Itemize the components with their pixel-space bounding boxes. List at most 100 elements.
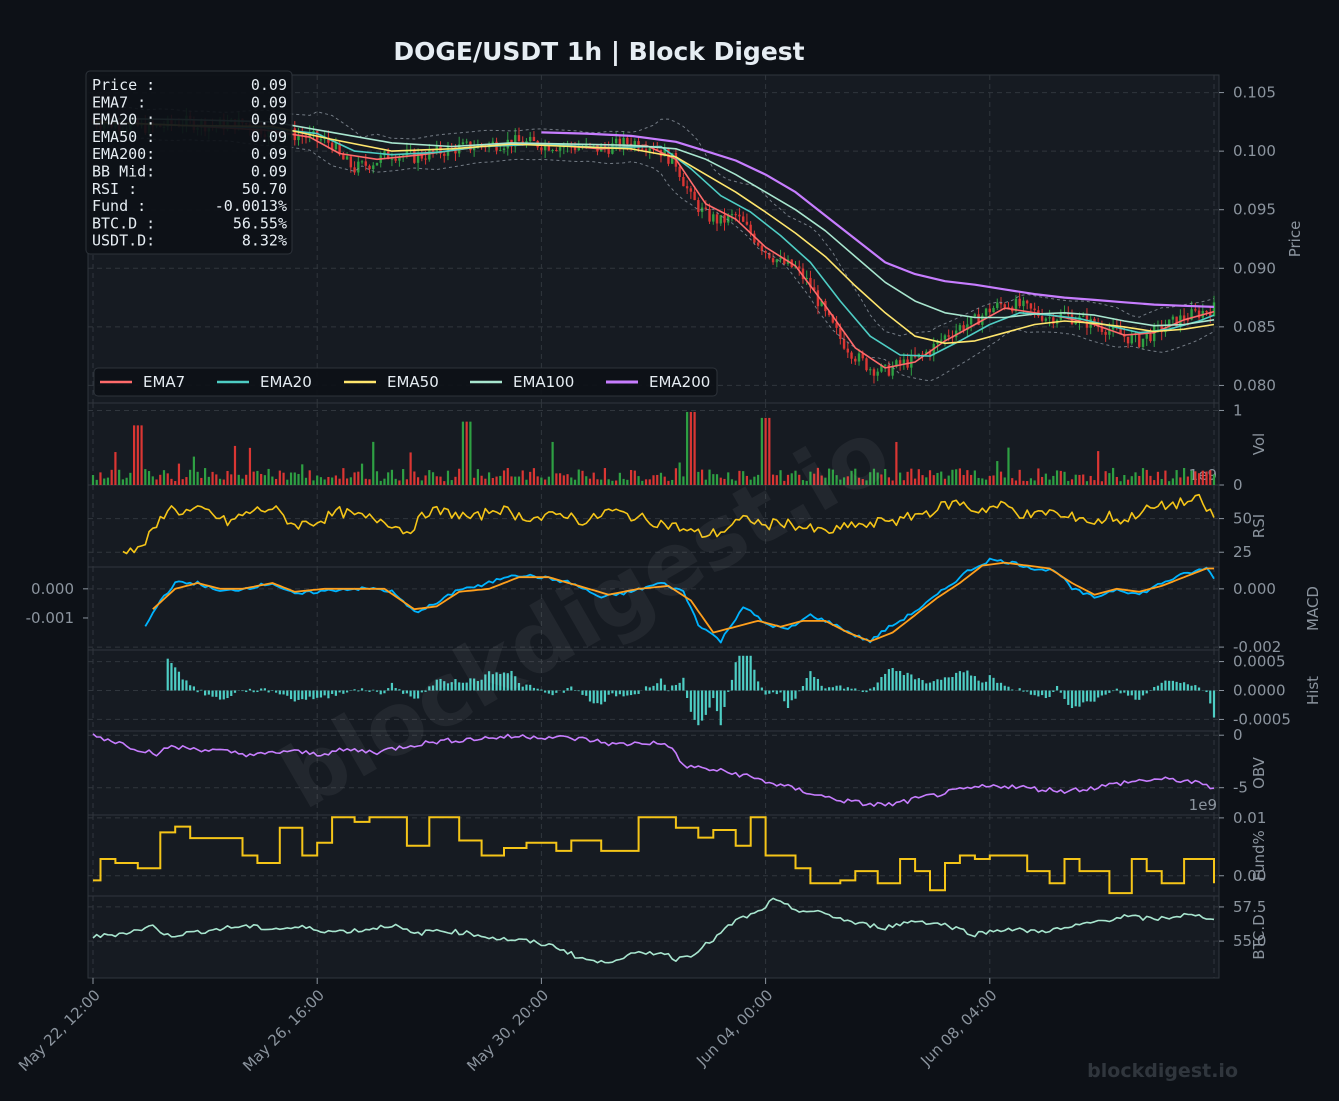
histogram-bar <box>776 691 778 695</box>
histogram-bar <box>701 691 703 721</box>
histogram-bar <box>948 677 950 690</box>
histogram-bar <box>903 675 905 690</box>
price-ytick-3: 0.090 <box>1233 259 1276 277</box>
histogram-bar <box>761 688 763 691</box>
volume-bar <box>645 479 647 485</box>
histogram-bar <box>170 663 172 690</box>
volume-bar <box>1037 468 1039 485</box>
price-ylabel: Price <box>1286 221 1304 258</box>
hist-ytick-1: 0.0000 <box>1233 682 1286 700</box>
histogram-bar <box>1086 691 1088 702</box>
histogram-bar <box>996 683 998 691</box>
obv-ylabel: OBV <box>1250 756 1268 789</box>
volume-bar <box>514 477 516 485</box>
histogram-bar <box>608 691 610 695</box>
volume-bar <box>1187 477 1189 485</box>
histogram-bar <box>1101 691 1103 696</box>
fund-ytick-0: 0.01 <box>1233 809 1266 827</box>
histogram-bar <box>765 691 767 695</box>
candle-body <box>518 135 520 141</box>
volume-bar <box>92 475 94 485</box>
histogram-bar <box>779 691 781 693</box>
volume-bar <box>1164 471 1166 485</box>
volume-bar <box>353 472 355 485</box>
volume-bar <box>906 472 908 485</box>
candle-body <box>335 143 337 149</box>
histogram-bar <box>178 672 180 691</box>
volume-bar <box>268 469 270 485</box>
candle-body <box>391 159 393 160</box>
volume-bar <box>510 476 512 485</box>
info-label: EMA7 : <box>92 93 146 111</box>
candle-body <box>985 309 987 316</box>
xtick-label-0: May 22, 12:00 <box>15 986 104 1075</box>
volume-bar <box>1034 480 1036 485</box>
histogram-bar <box>854 688 856 690</box>
macd-ytick-0: 0.000 <box>1233 580 1276 598</box>
histogram-bar <box>708 691 710 708</box>
volume-bar <box>1075 475 1077 485</box>
volume-bar <box>518 477 520 485</box>
histogram-bar <box>697 691 699 726</box>
candle-body <box>992 308 994 312</box>
volume-bar <box>200 478 202 485</box>
histogram-bar <box>271 691 273 692</box>
candle-body <box>873 369 875 375</box>
candle-body <box>413 150 415 163</box>
histogram-bar <box>750 656 752 691</box>
candle-body <box>529 137 531 141</box>
histogram-bar <box>1209 691 1211 704</box>
histogram-bar <box>824 688 826 690</box>
btcd-ytick-0: 57.5 <box>1233 898 1266 916</box>
histogram-bar <box>981 683 983 691</box>
info-label: EMA200: <box>92 145 155 163</box>
volume-bar <box>350 477 352 485</box>
histogram-bar <box>832 687 834 690</box>
volume-bar <box>253 472 255 485</box>
histogram-bar <box>955 673 957 691</box>
volume-bar <box>1112 468 1114 485</box>
histogram-bar <box>1041 691 1043 696</box>
histogram-bar <box>1190 686 1192 691</box>
histogram-bar <box>1000 683 1002 691</box>
histogram-bar <box>1022 691 1024 692</box>
histogram-bar <box>611 691 613 694</box>
volume-bar <box>566 474 568 485</box>
histogram-bar <box>566 688 568 690</box>
candle-body <box>746 222 748 225</box>
volume-bar <box>208 477 210 485</box>
volume-bar <box>256 471 258 485</box>
histogram-bar <box>290 691 292 700</box>
volume-bar <box>163 470 165 485</box>
panel-btcd-frame <box>88 896 1219 978</box>
volume-bar <box>234 446 236 485</box>
histogram-bar <box>1213 691 1215 718</box>
histogram-bar <box>966 671 968 691</box>
histogram-bar <box>660 679 662 691</box>
volume-bar <box>1146 470 1148 485</box>
histogram-bar <box>735 662 737 690</box>
histogram-bar <box>1007 687 1009 691</box>
candle-body <box>712 214 714 221</box>
volume-bar <box>608 479 610 485</box>
price-ytick-5: 0.080 <box>1233 376 1276 394</box>
histogram-bar <box>1082 691 1084 703</box>
volume-bar <box>495 477 497 485</box>
volume-bar <box>1086 481 1088 485</box>
volume-bar <box>230 474 232 485</box>
candle-body <box>428 150 430 160</box>
histogram-bar <box>906 673 908 691</box>
volume-bar <box>1022 481 1024 485</box>
volume-bar <box>701 470 703 485</box>
obv-ytick-1: -5 <box>1233 779 1248 797</box>
volume-bar <box>1108 473 1110 485</box>
volume-bar <box>641 481 643 485</box>
volume-bar <box>432 472 434 485</box>
volume-bar <box>226 471 228 485</box>
volume-bar <box>312 480 314 485</box>
info-label: USDT.D: <box>92 232 155 250</box>
candle-body <box>1205 311 1207 312</box>
price-ytick-4: 0.085 <box>1233 318 1276 336</box>
